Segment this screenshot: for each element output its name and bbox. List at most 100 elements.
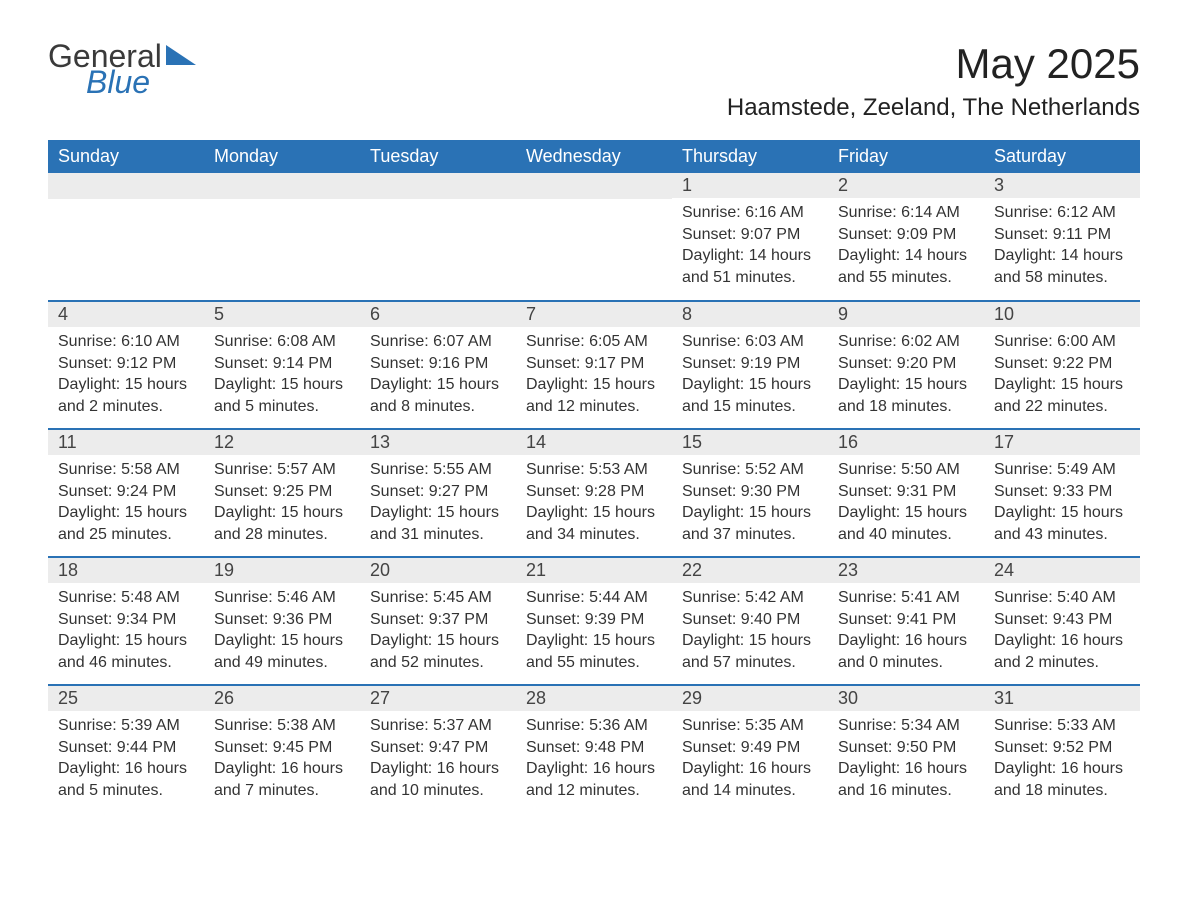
calendar-cell: 2Sunrise: 6:14 AMSunset: 9:09 PMDaylight… <box>828 173 984 301</box>
day-header-row: Sunday Monday Tuesday Wednesday Thursday… <box>48 140 1140 173</box>
day-header: Wednesday <box>516 140 672 173</box>
calendar-cell: 22Sunrise: 5:42 AMSunset: 9:40 PMDayligh… <box>672 557 828 685</box>
sunrise-text: Sunrise: 5:55 AM <box>370 459 506 481</box>
day-number-bar: 19 <box>204 558 360 583</box>
sunset-text: Sunset: 9:37 PM <box>370 609 506 631</box>
sunrise-text: Sunrise: 5:33 AM <box>994 715 1130 737</box>
sunrise-text: Sunrise: 6:12 AM <box>994 202 1130 224</box>
day-number-bar: 9 <box>828 302 984 327</box>
sunrise-text: Sunrise: 6:07 AM <box>370 331 506 353</box>
calendar-cell: 3Sunrise: 6:12 AMSunset: 9:11 PMDaylight… <box>984 173 1140 301</box>
sunset-text: Sunset: 9:49 PM <box>682 737 818 759</box>
daylight-text: Daylight: 15 hours and 22 minutes. <box>994 374 1130 417</box>
sunset-text: Sunset: 9:47 PM <box>370 737 506 759</box>
sunset-text: Sunset: 9:24 PM <box>58 481 194 503</box>
calendar-cell: 10Sunrise: 6:00 AMSunset: 9:22 PMDayligh… <box>984 301 1140 429</box>
calendar-week-row: 4Sunrise: 6:10 AMSunset: 9:12 PMDaylight… <box>48 301 1140 429</box>
day-number-bar: 11 <box>48 430 204 455</box>
daylight-text: Daylight: 15 hours and 40 minutes. <box>838 502 974 545</box>
brand-text: General Blue <box>48 40 200 98</box>
day-header: Tuesday <box>360 140 516 173</box>
daylight-text: Daylight: 15 hours and 37 minutes. <box>682 502 818 545</box>
calendar-cell: 18Sunrise: 5:48 AMSunset: 9:34 PMDayligh… <box>48 557 204 685</box>
sunset-text: Sunset: 9:20 PM <box>838 353 974 375</box>
calendar-cell: 15Sunrise: 5:52 AMSunset: 9:30 PMDayligh… <box>672 429 828 557</box>
day-details: Sunrise: 6:14 AMSunset: 9:09 PMDaylight:… <box>828 198 984 296</box>
day-number-bar: 14 <box>516 430 672 455</box>
day-details: Sunrise: 5:41 AMSunset: 9:41 PMDaylight:… <box>828 583 984 681</box>
day-details: Sunrise: 6:02 AMSunset: 9:20 PMDaylight:… <box>828 327 984 425</box>
calendar-cell: 25Sunrise: 5:39 AMSunset: 9:44 PMDayligh… <box>48 685 204 813</box>
calendar-cell: 19Sunrise: 5:46 AMSunset: 9:36 PMDayligh… <box>204 557 360 685</box>
daylight-text: Daylight: 15 hours and 15 minutes. <box>682 374 818 417</box>
daylight-text: Daylight: 15 hours and 28 minutes. <box>214 502 350 545</box>
sunset-text: Sunset: 9:45 PM <box>214 737 350 759</box>
sunrise-text: Sunrise: 5:58 AM <box>58 459 194 481</box>
brand-logo: General Blue <box>48 40 200 98</box>
calendar-cell <box>516 173 672 301</box>
sunset-text: Sunset: 9:17 PM <box>526 353 662 375</box>
sunset-text: Sunset: 9:48 PM <box>526 737 662 759</box>
sunrise-text: Sunrise: 5:45 AM <box>370 587 506 609</box>
day-details: Sunrise: 5:36 AMSunset: 9:48 PMDaylight:… <box>516 711 672 809</box>
day-details: Sunrise: 5:39 AMSunset: 9:44 PMDaylight:… <box>48 711 204 809</box>
day-details: Sunrise: 6:03 AMSunset: 9:19 PMDaylight:… <box>672 327 828 425</box>
day-details: Sunrise: 6:07 AMSunset: 9:16 PMDaylight:… <box>360 327 516 425</box>
sunrise-text: Sunrise: 6:02 AM <box>838 331 974 353</box>
daylight-text: Daylight: 16 hours and 5 minutes. <box>58 758 194 801</box>
day-details: Sunrise: 5:48 AMSunset: 9:34 PMDaylight:… <box>48 583 204 681</box>
day-details: Sunrise: 6:08 AMSunset: 9:14 PMDaylight:… <box>204 327 360 425</box>
day-number-bar: 16 <box>828 430 984 455</box>
day-number-bar: 23 <box>828 558 984 583</box>
day-number-bar: 21 <box>516 558 672 583</box>
calendar-cell: 12Sunrise: 5:57 AMSunset: 9:25 PMDayligh… <box>204 429 360 557</box>
sunset-text: Sunset: 9:11 PM <box>994 224 1130 246</box>
sunset-text: Sunset: 9:12 PM <box>58 353 194 375</box>
calendar-cell: 7Sunrise: 6:05 AMSunset: 9:17 PMDaylight… <box>516 301 672 429</box>
daylight-text: Daylight: 16 hours and 0 minutes. <box>838 630 974 673</box>
day-details: Sunrise: 5:52 AMSunset: 9:30 PMDaylight:… <box>672 455 828 553</box>
sunrise-text: Sunrise: 5:44 AM <box>526 587 662 609</box>
daylight-text: Daylight: 16 hours and 18 minutes. <box>994 758 1130 801</box>
calendar-cell: 5Sunrise: 6:08 AMSunset: 9:14 PMDaylight… <box>204 301 360 429</box>
sunrise-text: Sunrise: 5:49 AM <box>994 459 1130 481</box>
day-details: Sunrise: 5:46 AMSunset: 9:36 PMDaylight:… <box>204 583 360 681</box>
day-details: Sunrise: 6:12 AMSunset: 9:11 PMDaylight:… <box>984 198 1140 296</box>
sunrise-text: Sunrise: 6:16 AM <box>682 202 818 224</box>
sunrise-text: Sunrise: 5:36 AM <box>526 715 662 737</box>
day-details: Sunrise: 5:34 AMSunset: 9:50 PMDaylight:… <box>828 711 984 809</box>
daylight-text: Daylight: 16 hours and 2 minutes. <box>994 630 1130 673</box>
sunrise-text: Sunrise: 5:50 AM <box>838 459 974 481</box>
sunset-text: Sunset: 9:44 PM <box>58 737 194 759</box>
sunset-text: Sunset: 9:41 PM <box>838 609 974 631</box>
location-text: Haamstede, Zeeland, The Netherlands <box>727 94 1140 122</box>
sunrise-text: Sunrise: 5:57 AM <box>214 459 350 481</box>
day-number-bar <box>360 173 516 199</box>
sunset-text: Sunset: 9:33 PM <box>994 481 1130 503</box>
daylight-text: Daylight: 16 hours and 16 minutes. <box>838 758 974 801</box>
day-number-bar: 31 <box>984 686 1140 711</box>
sunset-text: Sunset: 9:07 PM <box>682 224 818 246</box>
calendar-cell: 21Sunrise: 5:44 AMSunset: 9:39 PMDayligh… <box>516 557 672 685</box>
calendar-week-row: 1Sunrise: 6:16 AMSunset: 9:07 PMDaylight… <box>48 173 1140 301</box>
calendar-body: 1Sunrise: 6:16 AMSunset: 9:07 PMDaylight… <box>48 173 1140 813</box>
daylight-text: Daylight: 15 hours and 55 minutes. <box>526 630 662 673</box>
daylight-text: Daylight: 15 hours and 25 minutes. <box>58 502 194 545</box>
calendar-cell: 6Sunrise: 6:07 AMSunset: 9:16 PMDaylight… <box>360 301 516 429</box>
daylight-text: Daylight: 16 hours and 10 minutes. <box>370 758 506 801</box>
sunrise-text: Sunrise: 5:38 AM <box>214 715 350 737</box>
sunset-text: Sunset: 9:22 PM <box>994 353 1130 375</box>
day-number-bar: 13 <box>360 430 516 455</box>
calendar-cell: 13Sunrise: 5:55 AMSunset: 9:27 PMDayligh… <box>360 429 516 557</box>
daylight-text: Daylight: 15 hours and 18 minutes. <box>838 374 974 417</box>
sunset-text: Sunset: 9:19 PM <box>682 353 818 375</box>
day-details: Sunrise: 5:37 AMSunset: 9:47 PMDaylight:… <box>360 711 516 809</box>
daylight-text: Daylight: 15 hours and 49 minutes. <box>214 630 350 673</box>
calendar-cell: 20Sunrise: 5:45 AMSunset: 9:37 PMDayligh… <box>360 557 516 685</box>
page-title: May 2025 <box>727 40 1140 88</box>
day-details: Sunrise: 5:50 AMSunset: 9:31 PMDaylight:… <box>828 455 984 553</box>
sunset-text: Sunset: 9:31 PM <box>838 481 974 503</box>
sunrise-text: Sunrise: 5:52 AM <box>682 459 818 481</box>
day-header: Monday <box>204 140 360 173</box>
calendar-cell: 9Sunrise: 6:02 AMSunset: 9:20 PMDaylight… <box>828 301 984 429</box>
